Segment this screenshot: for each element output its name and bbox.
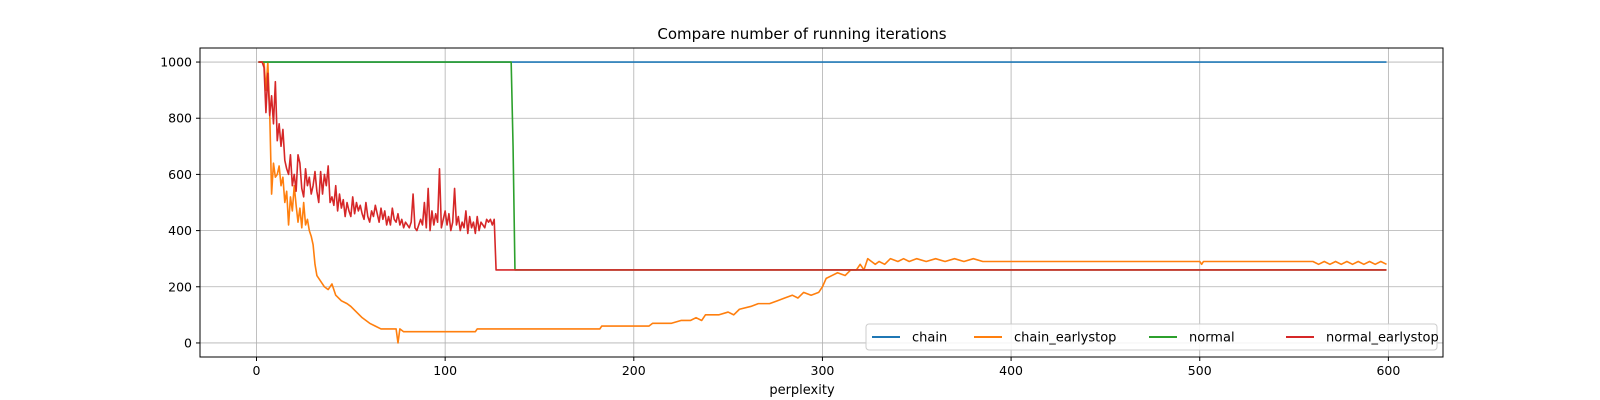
series-lines [258, 61, 1387, 344]
x-tick-label: 600 [1376, 363, 1400, 378]
y-tick-label: 200 [168, 279, 192, 294]
series-line-normal_earlystop [258, 61, 1387, 271]
x-tick-label: 400 [999, 363, 1023, 378]
y-tick-label: 1000 [160, 55, 192, 70]
y-tick-label: 400 [168, 223, 192, 238]
x-tick-label: 0 [253, 363, 261, 378]
grid [200, 48, 1443, 357]
x-axis-ticks: 0 100 200 300 400 500 600 [253, 357, 1400, 378]
legend: chain chain_earlystop normal normal_earlyst… [865, 323, 1439, 351]
x-tick-label: 500 [1188, 363, 1212, 378]
legend-label-chain: chain [912, 331, 947, 346]
x-tick-label: 100 [433, 363, 457, 378]
series-line-chain_earlystop [258, 61, 1387, 344]
y-tick-label: 0 [184, 335, 192, 350]
plot-frame [199, 47, 1444, 358]
chart-title: Compare number of running iterations [657, 25, 946, 43]
legend-label-chain_earlystop: chain_earlystop [1014, 331, 1116, 346]
y-tick-label: 800 [168, 111, 192, 126]
legend-label-normal: normal [1189, 331, 1235, 346]
x-tick-label: 300 [811, 363, 835, 378]
y-axis-ticks: 0 200 400 600 800 1000 [160, 55, 200, 350]
x-axis-label: perplexity [769, 383, 835, 398]
legend-label-normal_earlystop: normal_earlystop [1326, 331, 1439, 346]
x-tick-label: 200 [622, 363, 646, 378]
y-tick-label: 600 [168, 167, 192, 182]
